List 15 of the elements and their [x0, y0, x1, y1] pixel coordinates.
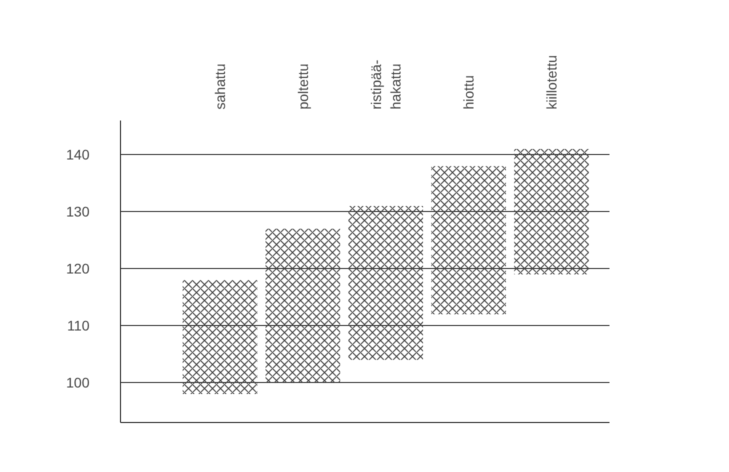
x-tick-label: kiillotettu — [543, 55, 560, 110]
x-tick-label: poltettu — [294, 64, 311, 110]
bar — [266, 228, 340, 383]
y-tick-label: 140 — [66, 146, 90, 163]
bar — [182, 280, 258, 394]
y-tick-label: 100 — [66, 374, 90, 391]
x-tick-label: ristipää- hakattu — [368, 59, 404, 110]
bar — [348, 206, 424, 360]
bar — [514, 148, 589, 274]
x-tick-label: hiottu — [460, 75, 477, 110]
x-tick-label: sahattu — [212, 64, 228, 110]
y-tick-label: 110 — [67, 318, 90, 334]
y-tick-label: 130 — [66, 204, 90, 220]
bar — [431, 166, 506, 314]
y-tick-label: 120 — [66, 260, 90, 277]
